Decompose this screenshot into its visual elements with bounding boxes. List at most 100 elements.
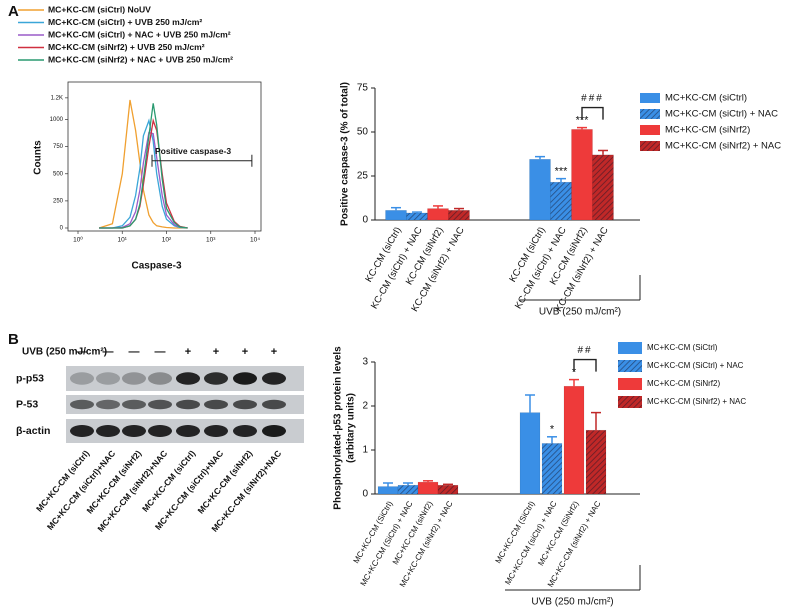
legend-label: MC+KC-CM (siCtrl) + NAC (665, 109, 778, 120)
legend-swatch (618, 360, 642, 372)
blot-band (233, 399, 257, 410)
legend-label: MC+KC-CM (siCtrl) + UVB 250 mJ/cm² (48, 17, 202, 27)
blot-band (122, 425, 146, 437)
legend-swatch (618, 342, 642, 354)
panel-label: B (8, 331, 19, 348)
significance-label: * (550, 424, 555, 436)
blot-band (233, 372, 257, 385)
blot-row-label: P-53 (16, 398, 38, 410)
legend-label: MC+KC-CM (siNrf2) + NAC (665, 141, 781, 152)
group-label: UVB (250 mJ/cm²) (539, 307, 621, 318)
bar (550, 181, 572, 221)
comparison-bracket (581, 106, 604, 120)
lane-label: MC+KC-CM (siNrf2) (196, 448, 255, 515)
blot-band (233, 425, 257, 437)
blot-band (262, 372, 286, 385)
treatment-sign: — (129, 346, 140, 358)
blot-band (262, 425, 286, 437)
blot-band (176, 425, 200, 437)
legend-swatch (640, 93, 660, 103)
legend-swatch (618, 378, 642, 390)
y-tick-label: 0 (362, 215, 368, 226)
blot-band (148, 399, 172, 410)
bar (571, 129, 593, 221)
y-axis-label: Counts (33, 140, 44, 175)
y-tick-label: 500 (53, 171, 64, 177)
legend-label: MC+KC-CM (SiNrf2) + NAC (647, 397, 746, 406)
legend-swatch (640, 125, 660, 135)
blot-band (96, 372, 120, 385)
y-tick-label: 3 (362, 357, 368, 368)
y-tick-label: 25 (357, 171, 369, 182)
bar (541, 443, 563, 495)
bar (417, 481, 439, 495)
bar (448, 210, 470, 221)
legend-label: MC+KC-CM (siNrf2) (665, 125, 750, 136)
histogram-curve (98, 99, 188, 229)
significance-label: * (572, 367, 577, 379)
bar (592, 154, 614, 221)
blot-band (148, 425, 172, 437)
significance-label: *** (576, 115, 590, 127)
x-tick-label: 10³ (206, 237, 216, 244)
blot-band (204, 372, 228, 385)
x-tick-label: MC+KC-CM (SiNrf2) (536, 499, 581, 567)
treatment-sign: + (185, 346, 191, 358)
plot-frame (67, 81, 262, 232)
bar (585, 429, 607, 495)
legend-label: MC+KC-CM (SiCtrl) + NAC (647, 361, 744, 370)
legend-label: MC+KC-CM (siCtrl) (665, 93, 747, 104)
legend-label: MC+KC-CM (SiCtrl) (647, 343, 718, 352)
lane-label: MC+KC-CM (siCtrl) (140, 448, 197, 514)
treatment-sign: — (103, 346, 114, 358)
legend-label: MC+KC-CM (siNrf2) + NAC + UVB 250 mJ/cm² (48, 54, 233, 64)
histogram-curve (99, 103, 188, 229)
blot-band (176, 372, 200, 385)
x-tick-label: 10² (162, 237, 172, 244)
significance-label: *** (555, 166, 569, 178)
blot-band (176, 399, 200, 410)
y-tick-label: 1 (362, 445, 368, 456)
blot-band (70, 399, 94, 410)
y-axis-label: (arbitary units) (346, 393, 357, 463)
blot-band (204, 399, 228, 410)
bar (427, 208, 449, 221)
treatment-sign: — (155, 346, 166, 358)
histogram-curve (99, 118, 188, 229)
treatment-sign: — (77, 346, 88, 358)
blot-band (70, 425, 94, 437)
blot-band (70, 372, 94, 385)
x-tick-label: 10⁴ (250, 237, 260, 244)
legend-swatch (640, 109, 660, 119)
y-tick-label: 75 (357, 83, 369, 94)
x-tick-label: 10¹ (118, 237, 128, 244)
legend-label: MC+KC-CM (siCtrl) + NAC + UVB 250 mJ/cm² (48, 29, 231, 39)
legend-swatch (640, 141, 660, 151)
bar (377, 486, 399, 495)
y-tick-label: 750 (53, 144, 64, 150)
bar (519, 412, 541, 495)
x-tick-label: MC+KC-CM (SiCtrl) (494, 499, 537, 565)
y-tick-label: 250 (53, 198, 64, 204)
blot-band (262, 399, 286, 410)
bar (397, 484, 419, 495)
treatment-sign: + (242, 346, 248, 358)
comparison-bracket (573, 358, 597, 372)
legend-label: MC+KC-CM (siNrf2) + UVB 250 mJ/cm² (48, 42, 205, 52)
y-tick-label: 0 (362, 489, 368, 500)
panel-label: A (8, 3, 19, 20)
y-tick-label: 1000 (50, 117, 64, 123)
treatment-label: UVB (250 mJ/cm²) (22, 347, 107, 358)
group-label: UVB (250 mJ/cm²) (531, 597, 613, 608)
y-tick-label: 0 (60, 226, 64, 232)
blot-band (96, 425, 120, 437)
comparison-label: ## (577, 345, 592, 356)
blot-row-label: p-p53 (16, 372, 44, 384)
gate-label: Positive caspase-3 (155, 146, 231, 156)
legend-swatch (618, 396, 642, 408)
blot-band (122, 399, 146, 410)
bar (563, 385, 585, 495)
bar (437, 484, 459, 495)
treatment-sign: + (213, 346, 219, 358)
